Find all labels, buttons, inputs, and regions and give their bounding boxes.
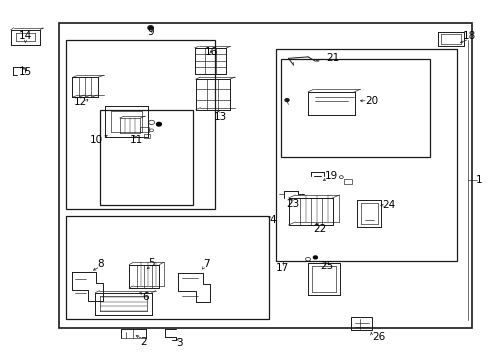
Text: 3: 3 [176,338,183,348]
Text: 6: 6 [142,292,149,302]
Text: 24: 24 [381,200,395,210]
Bar [66,40,215,209]
Text: 4: 4 [269,215,276,225]
Text: 16: 16 [204,47,218,57]
Bar [66,216,268,319]
Bar [140,127,149,132]
Text: 8: 8 [97,258,103,269]
Text: 2: 2 [140,337,146,347]
Bar [59,23,471,328]
Bar [343,179,351,184]
Text: 22: 22 [313,224,326,234]
Text: 23: 23 [285,199,299,209]
Text: 9: 9 [147,27,154,37]
Text: 19: 19 [324,171,338,181]
Text: 11: 11 [129,135,142,145]
Text: 18: 18 [462,31,475,41]
Bar [350,317,371,330]
Text: 15: 15 [19,67,32,77]
Text: 10: 10 [90,135,103,145]
Circle shape [285,99,288,102]
Text: 26: 26 [371,332,385,342]
Bar [281,59,429,157]
Bar [144,134,150,138]
Text: 5: 5 [148,258,155,268]
Text: 25: 25 [319,261,333,271]
Text: 12: 12 [74,96,87,107]
Bar [276,49,456,261]
Text: 17: 17 [275,263,289,273]
Text: 20: 20 [365,96,377,106]
Bar [100,110,193,205]
Circle shape [156,122,161,126]
Circle shape [313,256,317,259]
Circle shape [147,26,153,30]
Text: 13: 13 [213,112,226,122]
Text: 1: 1 [475,175,482,185]
Text: 7: 7 [203,258,209,269]
Text: 21: 21 [325,53,339,63]
Text: 14: 14 [19,31,32,41]
